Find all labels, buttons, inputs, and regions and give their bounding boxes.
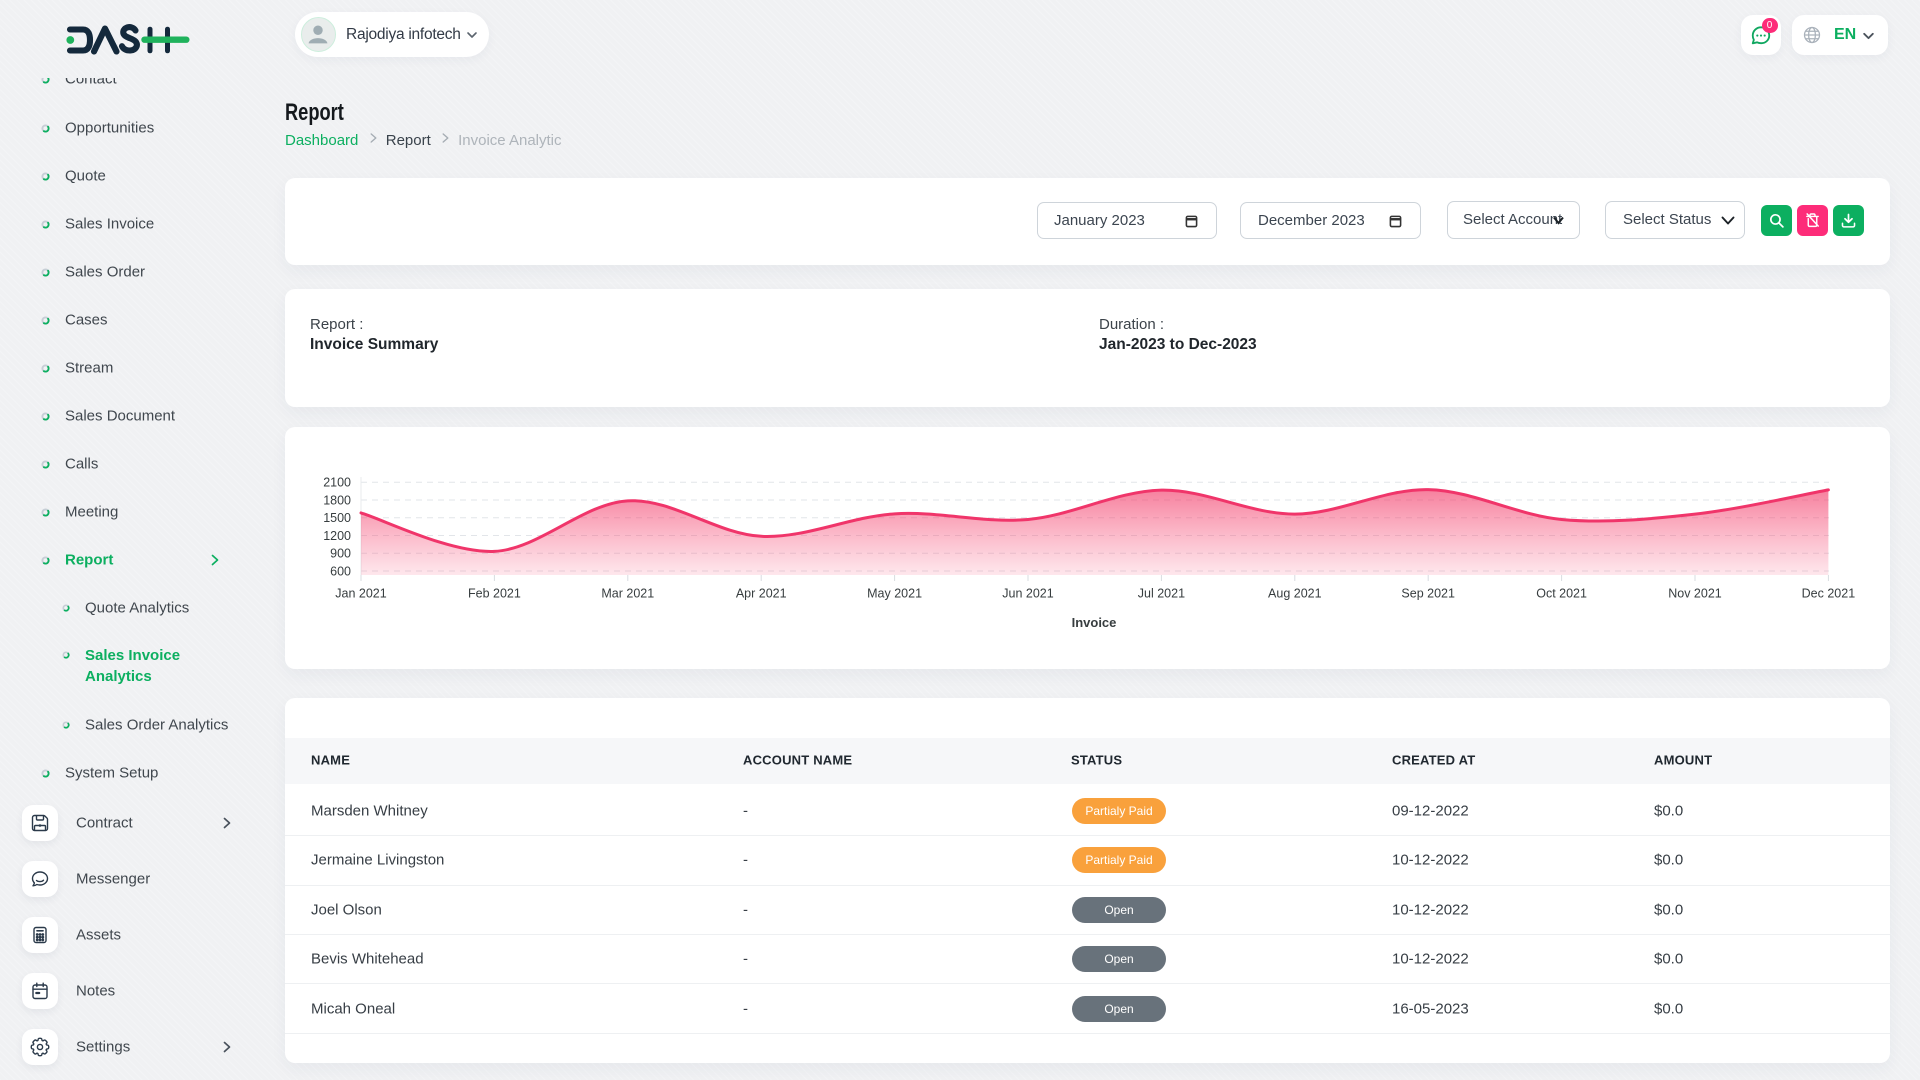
svg-text:1500: 1500 — [323, 511, 351, 525]
svg-text:Feb 2021: Feb 2021 — [468, 587, 521, 601]
svg-text:1200: 1200 — [323, 529, 351, 543]
svg-text:Apr 2021: Apr 2021 — [736, 587, 787, 601]
svg-text:600: 600 — [330, 564, 351, 578]
svg-text:Aug 2021: Aug 2021 — [1268, 587, 1322, 601]
svg-text:1800: 1800 — [323, 493, 351, 507]
svg-text:Mar 2021: Mar 2021 — [601, 587, 654, 601]
svg-text:May 2021: May 2021 — [867, 587, 922, 601]
svg-text:Jun 2021: Jun 2021 — [1002, 587, 1053, 601]
svg-text:Sep 2021: Sep 2021 — [1401, 587, 1455, 601]
svg-text:Jul 2021: Jul 2021 — [1138, 587, 1185, 601]
svg-text:900: 900 — [330, 547, 351, 561]
svg-text:Dec 2021: Dec 2021 — [1802, 587, 1856, 601]
svg-text:Jan 2021: Jan 2021 — [335, 587, 386, 601]
svg-text:Nov 2021: Nov 2021 — [1668, 587, 1722, 601]
svg-text:Oct 2021: Oct 2021 — [1536, 587, 1587, 601]
svg-text:2100: 2100 — [323, 476, 351, 490]
svg-text:Invoice: Invoice — [1072, 615, 1117, 630]
